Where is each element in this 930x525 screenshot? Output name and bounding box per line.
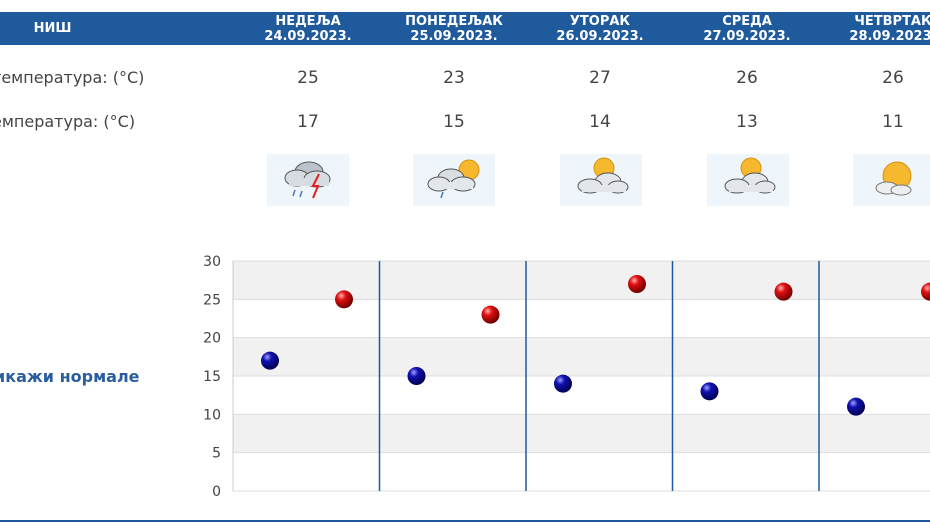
y-tick-label: 10 — [203, 407, 221, 423]
bottom-divider — [0, 520, 930, 522]
mostly-sunny-icon — [853, 154, 930, 206]
y-tick-label: 15 — [203, 369, 221, 385]
day-name: ПОНЕДЕЉАК — [405, 14, 503, 29]
max-temp-value: 26 — [736, 68, 758, 88]
max-temp-label: температура: (°C) — [0, 68, 145, 87]
min-temp-label: емпература: (°C) — [0, 112, 136, 131]
day-date: 28.09.2023. — [849, 29, 930, 44]
min-temp-point — [407, 367, 426, 385]
max-temp-point — [774, 282, 793, 301]
day-date: 27.09.2023. — [703, 29, 791, 44]
min-temp-point — [554, 374, 572, 393]
max-temp-value: 27 — [589, 68, 611, 88]
city-name: НИШ — [33, 21, 72, 36]
partly-cloudy-icon — [560, 154, 642, 206]
day-name: УТОРАК — [569, 14, 631, 29]
min-temp-point — [700, 382, 719, 401]
max-temp-value: 25 — [297, 68, 319, 88]
show-normals-link[interactable]: икажи нормале — [0, 367, 140, 386]
y-tick-label: 5 — [212, 446, 221, 462]
max-temp-point — [481, 305, 500, 324]
min-temp-value: 15 — [443, 112, 465, 132]
day-date: 25.09.2023. — [410, 29, 498, 44]
day-date: 26.09.2023. — [556, 29, 644, 44]
day-header-3: УТОРАК 26.09.2023. — [527, 12, 673, 45]
day-header-4: СРЕДА 27.09.2023. — [674, 12, 820, 45]
max-temp-value: 23 — [443, 68, 465, 88]
rain-thunder-cloud-icon — [267, 154, 349, 206]
y-tick-label: 20 — [203, 331, 221, 347]
day-header-5: ЧЕТВРТАК 28.09.2023. — [820, 12, 930, 45]
min-temp-value: 13 — [736, 112, 758, 132]
header-band — [0, 12, 930, 45]
max-temp-point — [335, 290, 353, 309]
day-name: НЕДЕЉА — [275, 14, 341, 29]
grid-band — [233, 337, 930, 376]
day-header-2: ПОНЕДЕЉАК 25.09.2023. — [381, 12, 527, 45]
day-name: ЧЕТВРТАК — [854, 14, 930, 29]
min-temp-value: 11 — [882, 112, 904, 132]
partly-cloudy-icon — [707, 154, 789, 206]
y-tick-label: 0 — [212, 484, 221, 500]
min-temp-value: 14 — [589, 112, 611, 132]
grid-band — [233, 414, 930, 453]
min-temp-point — [261, 351, 279, 370]
y-tick-label: 25 — [203, 292, 221, 308]
day-date: 24.09.2023. — [264, 29, 352, 44]
max-temp-value: 26 — [882, 68, 904, 88]
day-name: СРЕДА — [722, 14, 772, 29]
max-temp-point — [628, 275, 646, 293]
max-temp-point — [921, 282, 930, 301]
day-header-1: НЕДЕЉА 24.09.2023. — [235, 12, 381, 45]
y-tick-label: 30 — [203, 254, 221, 270]
min-temp-point — [847, 397, 865, 416]
min-temp-value: 17 — [297, 112, 319, 132]
partly-cloudy-light-rain-icon — [413, 154, 495, 206]
